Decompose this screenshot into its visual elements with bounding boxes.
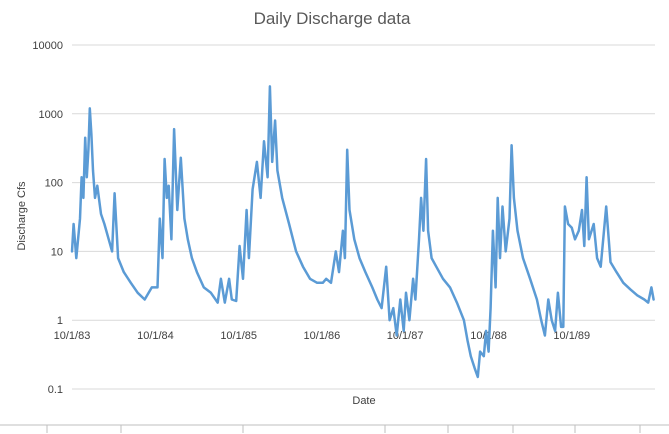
y-tick-label: 10000 [32, 40, 63, 52]
y-axis-tick-labels: 0.1 1 10 100 1000 10000 [32, 40, 63, 396]
x-tick-label: 10/1/85 [220, 330, 257, 342]
series-layer [70, 85, 655, 379]
y-tick-label: 10 [51, 246, 63, 258]
x-tick-label: 10/1/84 [137, 330, 174, 342]
x-axis-title: Date [352, 395, 375, 407]
x-tick-label: 10/1/86 [304, 330, 341, 342]
x-tick-label: 10/1/89 [553, 330, 590, 342]
y-tick-label: 1 [57, 315, 63, 327]
bottom-axis-line [0, 424, 669, 433]
x-tick-label: 10/1/83 [54, 330, 91, 342]
x-tick-label: 10/1/87 [387, 330, 424, 342]
chart-title: Daily Discharge data [254, 9, 411, 28]
y-tick-label: 1000 [39, 109, 63, 121]
y-axis-title: Discharge Cfs [16, 181, 28, 251]
discharge-series-line [70, 85, 655, 379]
gridlines [72, 44, 655, 390]
y-tick-label: 100 [45, 178, 63, 190]
y-tick-label: 0.1 [48, 384, 63, 396]
